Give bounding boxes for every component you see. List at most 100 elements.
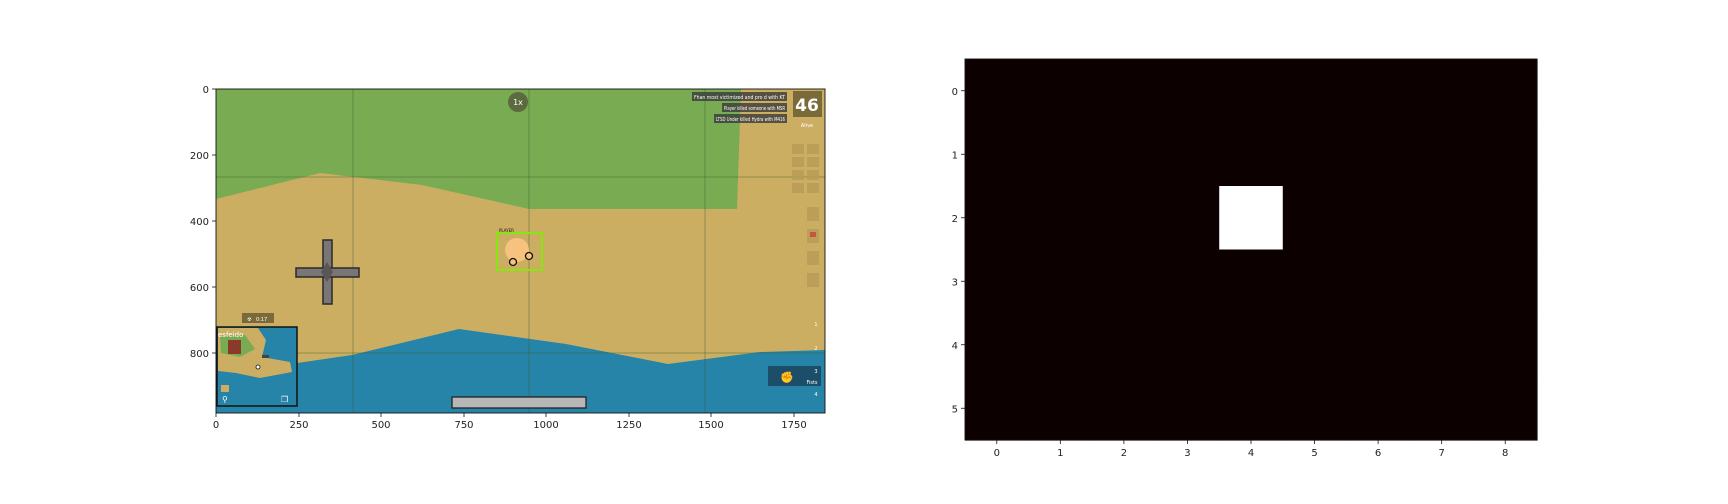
- heatmap-cell: [1219, 249, 1284, 314]
- heatmap-x-tick: 5: [1311, 448, 1317, 459]
- heatmap-cell: [1409, 376, 1475, 441]
- heatmap-y-tick: 4: [952, 341, 958, 352]
- heatmap-cell: [965, 313, 1030, 378]
- zone-timer-panel: [242, 313, 274, 323]
- zone-timer: 0:17: [256, 317, 267, 323]
- heatmap-cell: [1409, 122, 1475, 187]
- heatmap-cell: [1219, 186, 1284, 251]
- heatmap-x-tick: 7: [1438, 448, 1444, 459]
- heatmap-x-tick: 0: [994, 448, 1000, 459]
- left-y-axis: [212, 88, 216, 354]
- heatmap-cell: [1473, 313, 1538, 378]
- game-panel: PLAYER 1x Fhan most victimized and pro d…: [190, 85, 826, 431]
- left-y-tick: 400: [190, 217, 209, 228]
- heatmap-cell: [1219, 313, 1284, 378]
- heatmap-cell: [1155, 186, 1220, 251]
- zone-indicator-badge: [508, 92, 528, 112]
- kill-feed-line-3: LTSD Under killed Hydra with M416: [716, 117, 785, 123]
- heatmap-y-tick: 1: [952, 150, 958, 161]
- weapon-slot-3[interactable]: 3: [814, 369, 817, 375]
- health-bar: [451, 396, 587, 409]
- heatmap-cell: [1473, 186, 1538, 251]
- left-x-tick: 1500: [698, 420, 723, 431]
- kill-feed-line-1: Fhan most victimized and pro d with KT: [694, 95, 786, 101]
- zoom-icon[interactable]: ⚲: [222, 395, 228, 404]
- heatmap-cell: [1409, 186, 1475, 251]
- minimap-location-label: esfeido: [218, 331, 243, 339]
- player-body: [505, 238, 529, 262]
- heatmap-cell: [1028, 313, 1093, 378]
- heatmap-cell: [1092, 59, 1157, 124]
- heatmap-cell: [1282, 122, 1347, 187]
- heatmap-panel: 0 1 2 3 4 5 0 1 2 3 4 5 6 7 8: [952, 58, 1538, 459]
- heatmap-cell: [1346, 122, 1411, 187]
- selected-weapon-name: Fists: [806, 380, 817, 386]
- heatmap-cell: [1409, 249, 1475, 314]
- heatmap-y-tick: 3: [952, 277, 958, 288]
- cross-center-diamond: [321, 262, 333, 282]
- heatmap-x-axis: 0 1 2 3 4 5 6 7 8: [994, 440, 1508, 459]
- heatmap-cell: [1092, 249, 1157, 314]
- player-left-hand: [508, 257, 518, 267]
- heatmap-cell: [1155, 249, 1220, 314]
- kill-feed-line-2: Player killed someone with MSR: [724, 106, 785, 112]
- heatmap-cell: [1346, 59, 1411, 124]
- heatmap-cell: [965, 186, 1030, 251]
- heatmap-y-axis: 0 1 2 3 4 5: [952, 87, 965, 415]
- heatmap-y-tick: 2: [952, 214, 958, 225]
- medkit-slot-icon: [810, 232, 816, 237]
- heatmap-cell: [1092, 122, 1157, 187]
- selected-weapon-panel[interactable]: [768, 366, 821, 386]
- left-x-tick: 750: [454, 420, 473, 431]
- heatmap-cell: [1028, 376, 1093, 441]
- heatmap-x-tick: 2: [1121, 448, 1127, 459]
- heatmap-cell: [1155, 376, 1220, 441]
- left-x-tick: 0: [213, 420, 219, 431]
- heatmap-x-tick: 6: [1375, 448, 1381, 459]
- heatmap-cell: [1346, 376, 1411, 441]
- zone-indicator-text: 1x: [513, 98, 523, 107]
- heatmap-cell: [1155, 59, 1220, 124]
- left-y-tick: 800: [190, 349, 209, 360]
- left-x-axis: [215, 413, 795, 417]
- heatmap-cell: [1028, 59, 1093, 124]
- water-terrain: [216, 329, 825, 413]
- heatmap-cell: [965, 376, 1030, 441]
- weapon-slot-1[interactable]: 1: [814, 322, 817, 328]
- heatmap-x-tick: 4: [1248, 448, 1254, 459]
- heatmap-cell: [965, 59, 1030, 124]
- left-x-tick: 1750: [781, 420, 806, 431]
- heatmap-cell: [1282, 59, 1347, 124]
- game-frame: [215, 88, 826, 414]
- left-x-tick: 500: [371, 420, 390, 431]
- heatmap-x-tick: 8: [1502, 448, 1508, 459]
- alive-counter-panel: [793, 91, 822, 117]
- heatmap-cell: [1409, 59, 1475, 124]
- minimap[interactable]: esfeido ⚲ ❐: [216, 326, 298, 407]
- inventory-slots[interactable]: [792, 144, 819, 287]
- fist-icon: ✊: [780, 371, 794, 384]
- minimap-toggle-icon[interactable]: ❐: [281, 395, 288, 404]
- heatmap-cell: [1473, 376, 1538, 441]
- heatmap-cells: [965, 59, 1538, 441]
- player-bounding-box: [496, 232, 543, 271]
- heatmap-cell: [1219, 59, 1284, 124]
- left-y-tick: 0: [203, 85, 209, 96]
- radiation-icon: ☢: [247, 317, 251, 323]
- heatmap-cell: [965, 122, 1030, 187]
- alive-label: Alive: [801, 123, 813, 129]
- alive-count: 46: [795, 96, 819, 116]
- heatmap-cell: [1282, 249, 1347, 314]
- weapon-slot-4[interactable]: 4: [814, 392, 817, 398]
- heatmap-cell: [1346, 313, 1411, 378]
- heatmap-cell: [1282, 186, 1347, 251]
- heatmap-cell: [1282, 376, 1347, 441]
- weapon-slot-2[interactable]: 2: [814, 346, 817, 352]
- heatmap-cell: [1473, 249, 1538, 314]
- kill-feed: Fhan most victimized and pro d with KT P…: [692, 92, 787, 123]
- heatmap-x-tick: 3: [1184, 448, 1190, 459]
- heatmap-cell: [1092, 376, 1157, 441]
- heatmap-cell: [1092, 313, 1157, 378]
- heatmap-cell: [1219, 122, 1284, 187]
